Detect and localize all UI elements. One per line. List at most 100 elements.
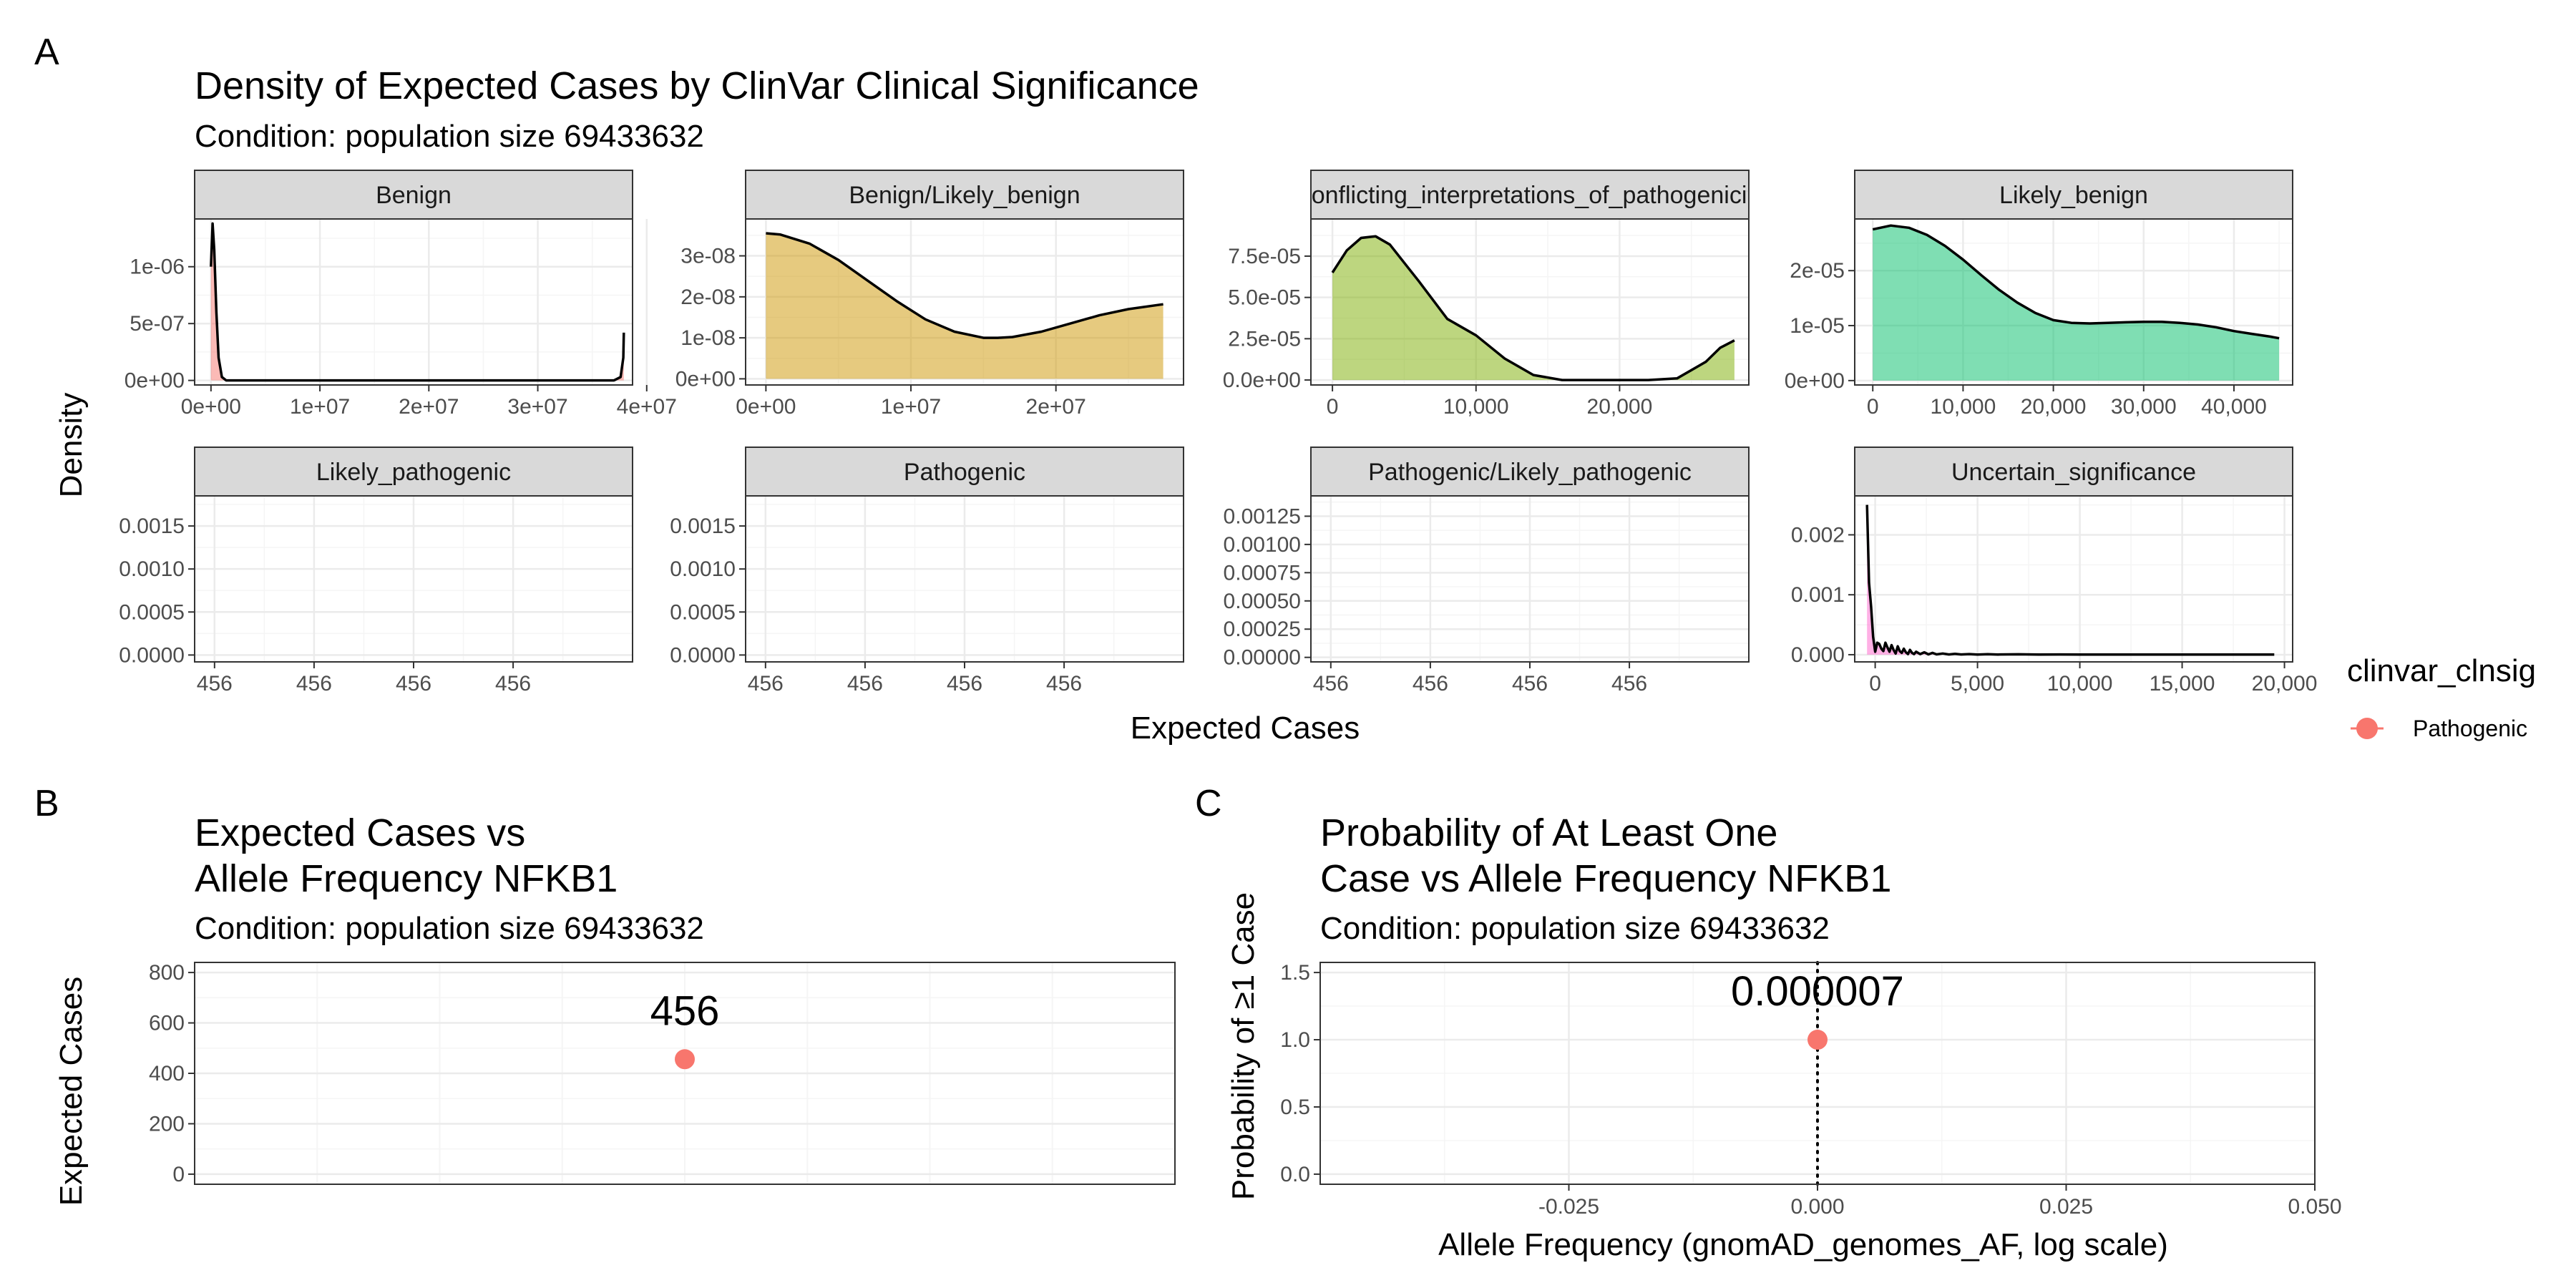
facet-8-y-tick-label-2: 0.002: [1791, 523, 1845, 547]
facet-4-x-tick-label-4: 40,000: [2201, 395, 2267, 419]
panel-b-y-axis-title: Expected Cases: [54, 977, 89, 1206]
facet-1-x-tick-label-4: 4e+07: [617, 395, 677, 419]
panel-c-x-tick-label-0: -0.025: [1538, 1195, 1599, 1219]
facet-1-x-tick-label-1: 1e+07: [290, 395, 350, 419]
facet-2-y-tick-label-1: 1e-08: [680, 326, 736, 350]
facet-3-x-tick-label-0: 0: [1327, 395, 1339, 419]
facet-2-x-tick-label-0: 0e+00: [736, 395, 796, 419]
legend-key-dot: [2356, 718, 2378, 739]
facet-6-strip: [745, 447, 1184, 497]
facet-3-strip: [1310, 170, 1750, 220]
panel-c-y-tick-label-0: 0.0: [1280, 1163, 1310, 1186]
facet-8-x-tick-label-3: 15,000: [2150, 672, 2215, 696]
facet-3-density-line: [1331, 235, 1735, 381]
facet-2-density-line: [766, 232, 1163, 339]
legend: clinvar_clnsig Pathogenic: [2347, 653, 2536, 741]
facet-3-x-tick-label-2: 20,000: [1587, 395, 1653, 419]
facet-4-x-tick-label-1: 10,000: [1931, 395, 1996, 419]
panel-tag-a: A: [34, 31, 59, 73]
facet-6-y-tick-label-3: 0.0015: [670, 514, 736, 538]
facet-1-panel-border: [194, 218, 633, 386]
facet-6-strip-label: Pathogenic: [904, 459, 1025, 486]
facet-5-x-tick-label-0: 456: [197, 672, 233, 696]
panel-c-title-line-2: Case vs Allele Frequency NFKB1: [1320, 857, 1891, 900]
facet-1-strip: [194, 170, 633, 220]
facet-5-strip: [194, 447, 633, 497]
facet-7-y-tick-label-3: 0.00075: [1224, 561, 1301, 585]
facet-4-x-tick-label-0: 0: [1867, 395, 1879, 419]
facet-5-y-tick-label-2: 0.0010: [119, 557, 185, 581]
panel-b-plot: 456 0 200 400 600 800: [149, 961, 1176, 1186]
facet-1: Benign 0e+00 1e+07 2e+07 3e+07 4e+07 0e+00 5e-0…: [125, 170, 677, 419]
facet-2-y-tick-label-2: 2e-08: [680, 286, 736, 309]
facet-3-y-tick-label-3: 7.5e-05: [1228, 245, 1301, 268]
legend-title: clinvar_clnsig: [2347, 653, 2536, 688]
facet-1-x-tick-label-3: 3e+07: [507, 395, 567, 419]
facet-1-x-tick-label-2: 2e+07: [399, 395, 459, 419]
facet-6-y-tick-label-2: 0.0010: [670, 557, 736, 581]
facet-grid: Benign 0e+00 1e+07 2e+07 3e+07 4e+07 0e+00 5e-0…: [119, 170, 2317, 696]
facet-1-x-tick-label-0: 0e+00: [181, 395, 241, 419]
facet-3-density-area: [1332, 236, 1735, 381]
facet-5-x-tick-label-1: 456: [296, 672, 332, 696]
facet-4-density-line: [1872, 224, 2280, 340]
panel-c-x-tick-label-1: 0.000: [1790, 1195, 1844, 1219]
facet-1-y-tick-label-2: 1e-06: [130, 255, 185, 279]
facet-6: Pathogenic 456 456 456 456 0.0000 0.0005 0.0010…: [670, 447, 1184, 696]
facet-5-x-tick-label-2: 456: [396, 672, 431, 696]
facet-6-x-tick-label-0: 456: [748, 672, 784, 696]
facet-7-x-tick-label-2: 456: [1512, 672, 1548, 696]
panel-c-point-0: [1807, 1030, 1828, 1050]
facet-7-x-tick-label-0: 456: [1313, 672, 1349, 696]
facet-4-x-tick-label-2: 20,000: [2021, 395, 2087, 419]
facet-8-panel-bg: [1855, 496, 2293, 662]
legend-entry-label: Pathogenic: [2413, 716, 2527, 741]
panel-b-y-tick-label-1: 200: [149, 1112, 185, 1136]
panel-b-y-tick-label-3: 600: [149, 1012, 185, 1035]
panel-b-y-tick-label-0: 0: [172, 1163, 185, 1186]
facet-2-y-tick-label-3: 3e-08: [680, 245, 736, 268]
facet-7-y-tick-label-4: 0.00100: [1224, 533, 1301, 557]
facet-2-strip: [745, 170, 1184, 220]
facet-3-y-tick-label-1: 2.5e-05: [1228, 327, 1301, 351]
facet-2-panel-border: [745, 218, 1184, 386]
panel-a-x-axis-title: Expected Cases: [1131, 711, 1360, 746]
facet-1-y-tick-label-0: 0e+00: [125, 369, 185, 393]
facet-3-panel-border: [1310, 218, 1750, 386]
facet-6-x-tick-label-1: 456: [847, 672, 883, 696]
facet-2-x-tick-label-1: 1e+07: [881, 395, 941, 419]
facet-2-density-area: [766, 233, 1163, 379]
facet-3-x-tick-label-1: 10,000: [1443, 395, 1509, 419]
panel-c-y-tick-label-1: 0.5: [1280, 1096, 1310, 1119]
panel-c-plot: 0.000007 0.0 0.5 1.0 1.5 -0.025 0.000 0.025 0.05…: [1280, 961, 2342, 1219]
panel-b-y-tick-label-2: 400: [149, 1062, 185, 1085]
facet-1-density-line: [210, 222, 625, 382]
facet-3-strip-label: Conflicting_interpretations_of_pathogeni…: [1294, 182, 1766, 209]
facet-8-x-tick-label-4: 20,000: [2252, 672, 2318, 696]
facet-8-strip-label: Uncertain_significance: [1951, 459, 2196, 486]
facet-8-density-line: [1865, 504, 2275, 656]
facet-7-y-tick-label-0: 0.00000: [1224, 646, 1301, 670]
panel-c-y-tick-label-2: 1.0: [1280, 1028, 1310, 1052]
facet-8-x-tick-label-0: 0: [1869, 672, 1881, 696]
facet-1-panel-bg: [195, 219, 633, 385]
facet-7: Pathogenic/Likely_pathogenic 456 456 456 456…: [1224, 447, 1750, 696]
panel-c-x-axis-title: Allele Frequency (gnomAD_genomes_AF, log…: [1438, 1227, 2168, 1262]
facet-7-y-tick-label-2: 0.00050: [1224, 590, 1301, 613]
facet-4: Likely_benign 0 10,000 20,000 30,000 40,000 0e…: [1785, 170, 2293, 419]
panel-c-subtitle: Condition: population size 69433632: [1320, 911, 1830, 946]
facet-4-panel-border: [1854, 218, 2293, 386]
facet-2-strip-label: Benign/Likely_benign: [849, 182, 1080, 209]
panel-b-point-label-0: 456: [650, 987, 720, 1034]
facet-6-x-tick-label-3: 456: [1046, 672, 1082, 696]
facet-4-y-tick-label-1: 1e-05: [1790, 314, 1845, 338]
facet-4-y-tick-label-0: 0e+00: [1785, 369, 1845, 393]
facet-7-x-tick-label-3: 456: [1611, 672, 1647, 696]
panel-c-point-label-0: 0.000007: [1731, 968, 1904, 1015]
facet-5-y-tick-label-3: 0.0015: [119, 514, 185, 538]
facet-8-x-tick-label-2: 10,000: [2047, 672, 2113, 696]
panel-a-title: Density of Expected Cases by ClinVar Cli…: [195, 64, 1199, 107]
panel-c-y-axis-title: Probability of ≥1 Case: [1226, 892, 1261, 1200]
facet-6-y-tick-label-0: 0.0000: [670, 643, 736, 667]
